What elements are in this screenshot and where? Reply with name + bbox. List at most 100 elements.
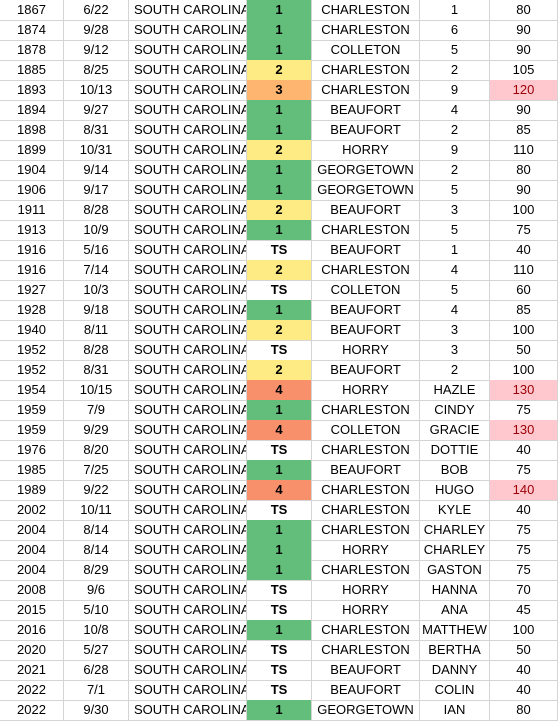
state-cell: SOUTH CAROLINA bbox=[129, 520, 247, 541]
category-cell: 1 bbox=[247, 100, 312, 121]
category-cell: TS bbox=[247, 500, 312, 521]
wind-cell: 90 bbox=[490, 180, 558, 201]
state-cell: SOUTH CAROLINA bbox=[129, 380, 247, 401]
state-cell: SOUTH CAROLINA bbox=[129, 320, 247, 341]
category-cell: 2 bbox=[247, 60, 312, 81]
storm-cell: IAN bbox=[420, 700, 490, 721]
county-cell: BEAUFORT bbox=[312, 240, 420, 261]
state-cell: SOUTH CAROLINA bbox=[129, 680, 247, 701]
year-cell: 1959 bbox=[0, 400, 64, 421]
wind-cell: 40 bbox=[490, 240, 558, 261]
category-cell: TS bbox=[247, 340, 312, 361]
date-cell: 10/31 bbox=[64, 140, 129, 161]
storm-cell: CINDY bbox=[420, 400, 490, 421]
state-cell: SOUTH CAROLINA bbox=[129, 440, 247, 461]
category-cell: 2 bbox=[247, 260, 312, 281]
storm-cell: GASTON bbox=[420, 560, 490, 581]
county-cell: HORRY bbox=[312, 380, 420, 401]
state-cell: SOUTH CAROLINA bbox=[129, 160, 247, 181]
storm-cell: DANNY bbox=[420, 660, 490, 681]
storm-cell: MATTHEW bbox=[420, 620, 490, 641]
state-cell: SOUTH CAROLINA bbox=[129, 500, 247, 521]
county-cell: BEAUFORT bbox=[312, 460, 420, 481]
category-cell: 1 bbox=[247, 520, 312, 541]
county-cell: HORRY bbox=[312, 140, 420, 161]
storm-cell: 2 bbox=[420, 160, 490, 181]
year-cell: 1989 bbox=[0, 480, 64, 501]
wind-cell: 40 bbox=[490, 500, 558, 521]
state-cell: SOUTH CAROLINA bbox=[129, 220, 247, 241]
storm-cell: 2 bbox=[420, 120, 490, 141]
date-cell: 8/31 bbox=[64, 360, 129, 381]
date-cell: 7/14 bbox=[64, 260, 129, 281]
wind-cell: 75 bbox=[490, 460, 558, 481]
date-cell: 5/16 bbox=[64, 240, 129, 261]
state-cell: SOUTH CAROLINA bbox=[129, 700, 247, 721]
date-cell: 8/28 bbox=[64, 340, 129, 361]
category-cell: 1 bbox=[247, 460, 312, 481]
year-cell: 1927 bbox=[0, 280, 64, 301]
year-cell: 1898 bbox=[0, 120, 64, 141]
year-cell: 1916 bbox=[0, 240, 64, 261]
year-cell: 2021 bbox=[0, 660, 64, 681]
wind-cell: 90 bbox=[490, 20, 558, 41]
storm-cell: 3 bbox=[420, 200, 490, 221]
county-cell: BEAUFORT bbox=[312, 300, 420, 321]
county-cell: CHARLESTON bbox=[312, 500, 420, 521]
date-cell: 9/30 bbox=[64, 700, 129, 721]
wind-cell: 60 bbox=[490, 280, 558, 301]
category-cell: TS bbox=[247, 600, 312, 621]
year-cell: 1952 bbox=[0, 340, 64, 361]
category-cell: 2 bbox=[247, 200, 312, 221]
category-cell: TS bbox=[247, 280, 312, 301]
category-cell: 1 bbox=[247, 540, 312, 561]
date-cell: 9/12 bbox=[64, 40, 129, 61]
category-cell: 4 bbox=[247, 480, 312, 501]
county-cell: CHARLESTON bbox=[312, 640, 420, 661]
storm-cell: KYLE bbox=[420, 500, 490, 521]
year-cell: 1916 bbox=[0, 260, 64, 281]
category-cell: 1 bbox=[247, 40, 312, 61]
wind-cell: 110 bbox=[490, 260, 558, 281]
county-cell: CHARLESTON bbox=[312, 80, 420, 101]
storm-cell: 9 bbox=[420, 80, 490, 101]
county-cell: BEAUFORT bbox=[312, 320, 420, 341]
county-cell: CHARLESTON bbox=[312, 520, 420, 541]
category-cell: 1 bbox=[247, 400, 312, 421]
wind-cell: 75 bbox=[490, 400, 558, 421]
date-cell: 7/1 bbox=[64, 680, 129, 701]
storm-cell: ANA bbox=[420, 600, 490, 621]
storm-cell: 5 bbox=[420, 280, 490, 301]
storm-cell: 9 bbox=[420, 140, 490, 161]
category-cell: 1 bbox=[247, 120, 312, 141]
category-cell: TS bbox=[247, 680, 312, 701]
state-cell: SOUTH CAROLINA bbox=[129, 80, 247, 101]
date-cell: 9/28 bbox=[64, 20, 129, 41]
county-cell: CHARLESTON bbox=[312, 440, 420, 461]
category-cell: 2 bbox=[247, 320, 312, 341]
year-cell: 1959 bbox=[0, 420, 64, 441]
county-cell: CHARLESTON bbox=[312, 400, 420, 421]
year-cell: 1874 bbox=[0, 20, 64, 41]
storm-cell: 4 bbox=[420, 300, 490, 321]
date-cell: 8/14 bbox=[64, 540, 129, 561]
county-cell: CHARLESTON bbox=[312, 0, 420, 21]
date-cell: 7/25 bbox=[64, 460, 129, 481]
county-cell: CHARLESTON bbox=[312, 480, 420, 501]
storm-cell: GRACIE bbox=[420, 420, 490, 441]
county-cell: CHARLESTON bbox=[312, 620, 420, 641]
wind-cell: 90 bbox=[490, 100, 558, 121]
wind-cell: 70 bbox=[490, 580, 558, 601]
year-cell: 1904 bbox=[0, 160, 64, 181]
date-cell: 10/8 bbox=[64, 620, 129, 641]
state-cell: SOUTH CAROLINA bbox=[129, 640, 247, 661]
date-cell: 8/14 bbox=[64, 520, 129, 541]
storm-cell: 2 bbox=[420, 360, 490, 381]
county-cell: HORRY bbox=[312, 580, 420, 601]
wind-cell: 100 bbox=[490, 620, 558, 641]
county-cell: BEAUFORT bbox=[312, 360, 420, 381]
date-cell: 9/22 bbox=[64, 480, 129, 501]
county-cell: BEAUFORT bbox=[312, 100, 420, 121]
storm-cell: 3 bbox=[420, 340, 490, 361]
